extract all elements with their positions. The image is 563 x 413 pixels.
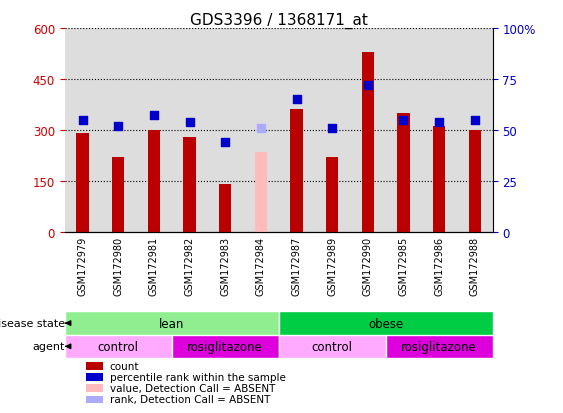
Point bbox=[78, 117, 87, 123]
Text: GSM172988: GSM172988 bbox=[470, 236, 480, 295]
Text: GSM172990: GSM172990 bbox=[363, 236, 373, 295]
Bar bbox=[65, 312, 279, 335]
Text: value, Detection Call = ABSENT: value, Detection Call = ABSENT bbox=[110, 383, 275, 393]
Point bbox=[470, 117, 479, 123]
Bar bbox=[172, 335, 279, 358]
Bar bbox=[148, 131, 160, 232]
Text: GSM172986: GSM172986 bbox=[434, 236, 444, 295]
Text: GSM172984: GSM172984 bbox=[256, 236, 266, 295]
Bar bbox=[291, 110, 303, 232]
Point bbox=[256, 125, 265, 132]
Bar bbox=[86, 385, 103, 392]
Text: GSM172983: GSM172983 bbox=[220, 236, 230, 295]
Text: rosiglitazone: rosiglitazone bbox=[401, 340, 477, 353]
Bar bbox=[397, 114, 410, 232]
Text: agent: agent bbox=[33, 342, 65, 351]
Bar bbox=[77, 134, 89, 232]
Text: obese: obese bbox=[368, 317, 403, 330]
Point bbox=[149, 113, 158, 119]
Text: GSM172981: GSM172981 bbox=[149, 236, 159, 295]
Text: control: control bbox=[312, 340, 352, 353]
Point bbox=[221, 139, 230, 146]
Bar bbox=[279, 335, 386, 358]
Text: percentile rank within the sample: percentile rank within the sample bbox=[110, 372, 285, 382]
Text: lean: lean bbox=[159, 317, 185, 330]
Text: GSM172979: GSM172979 bbox=[78, 236, 88, 295]
Text: GSM172989: GSM172989 bbox=[327, 236, 337, 295]
Text: rank, Detection Call = ABSENT: rank, Detection Call = ABSENT bbox=[110, 394, 270, 404]
Text: GSM172980: GSM172980 bbox=[113, 236, 123, 295]
Bar bbox=[65, 335, 172, 358]
Bar bbox=[86, 396, 103, 403]
Text: disease state: disease state bbox=[0, 318, 65, 328]
Point bbox=[292, 97, 301, 103]
Bar bbox=[433, 127, 445, 232]
Bar bbox=[86, 373, 103, 381]
Bar bbox=[386, 335, 493, 358]
Point bbox=[114, 123, 123, 130]
Text: rosiglitazone: rosiglitazone bbox=[187, 340, 263, 353]
Text: control: control bbox=[98, 340, 138, 353]
Bar bbox=[279, 312, 493, 335]
Text: count: count bbox=[110, 361, 139, 371]
Bar bbox=[112, 157, 124, 232]
Point bbox=[399, 117, 408, 123]
Bar bbox=[219, 185, 231, 232]
Point bbox=[185, 119, 194, 126]
Point bbox=[363, 83, 372, 89]
Bar bbox=[361, 52, 374, 232]
Title: GDS3396 / 1368171_at: GDS3396 / 1368171_at bbox=[190, 13, 368, 29]
Text: GSM172982: GSM172982 bbox=[185, 236, 195, 295]
Text: GSM172987: GSM172987 bbox=[292, 236, 302, 295]
Bar bbox=[326, 157, 338, 232]
Text: GSM172985: GSM172985 bbox=[399, 236, 409, 295]
Bar bbox=[468, 131, 481, 232]
Bar bbox=[184, 137, 196, 232]
Bar bbox=[254, 152, 267, 232]
Bar bbox=[86, 362, 103, 370]
Point bbox=[328, 125, 337, 132]
Point bbox=[435, 119, 444, 126]
